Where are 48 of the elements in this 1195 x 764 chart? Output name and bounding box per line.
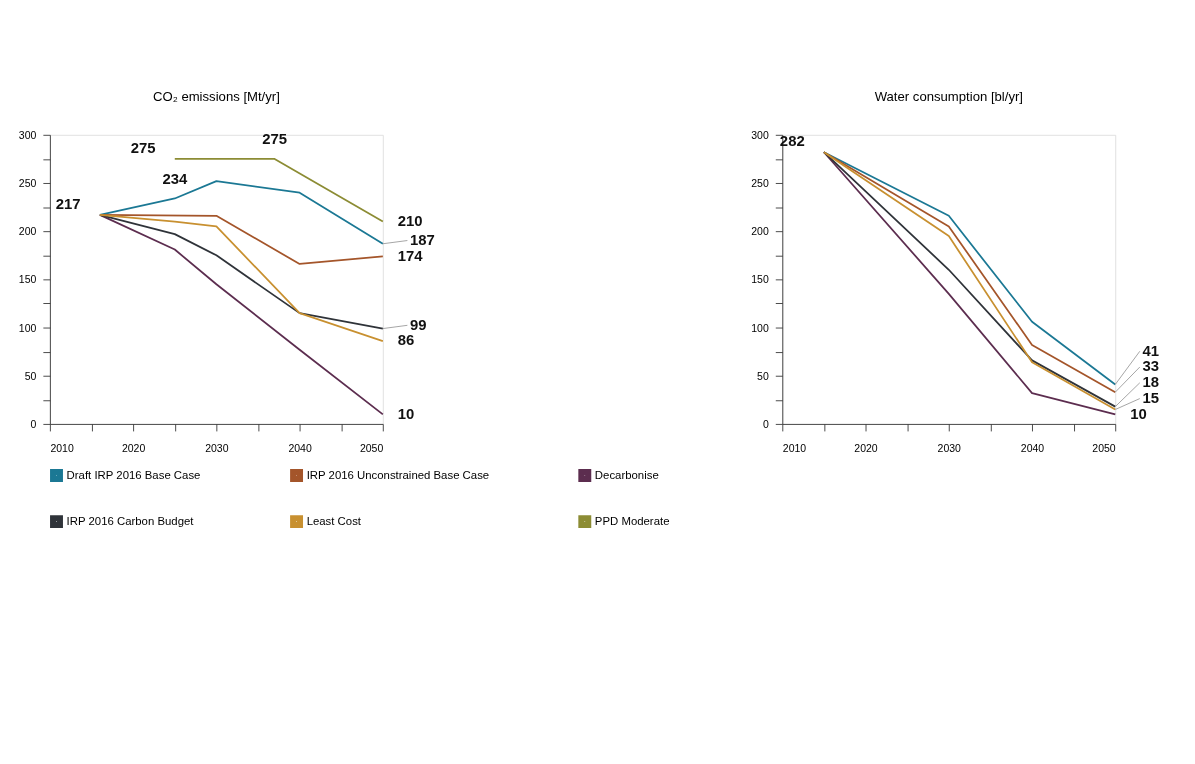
- data-label: 187: [410, 231, 435, 248]
- data-label: 275: [262, 131, 288, 148]
- legend-label: Draft IRP 2016 Base Case: [66, 469, 201, 481]
- y-tick-label: 0: [762, 417, 769, 430]
- y-tick-label: 250: [18, 176, 37, 189]
- legend-label: Decarbonise: [594, 469, 659, 481]
- y-tick-label: 50: [757, 369, 769, 382]
- legend-label: Least Cost: [306, 515, 362, 528]
- data-label: 15: [1142, 389, 1159, 406]
- data-label: 217: [55, 195, 81, 212]
- x-tick-label: 2040: [1020, 441, 1045, 454]
- x-tick-label: 2050: [1092, 441, 1116, 454]
- x-tick-label: 2020: [121, 441, 146, 454]
- x-tick-label: 2010: [782, 441, 807, 454]
- x-tick-label: 2030: [937, 441, 962, 454]
- y-tick-label: 100: [18, 321, 37, 334]
- x-tick-label: 2040: [288, 441, 312, 454]
- data-label: 99: [410, 316, 427, 333]
- y-tick-label: 300: [751, 128, 769, 141]
- data-label: 234: [162, 170, 188, 187]
- chart-title: Water consumption [bl/yr]: [874, 88, 1023, 104]
- legend-label: IRP 2016 Carbon Budget: [66, 515, 195, 528]
- y-tick-label: 100: [751, 321, 769, 334]
- data-label: 174: [397, 247, 424, 264]
- y-tick-label: 0: [30, 417, 37, 430]
- x-tick-label: 2030: [205, 441, 229, 454]
- data-label: 210: [397, 212, 423, 229]
- data-label: 86: [397, 332, 415, 349]
- y-tick-label: 50: [24, 369, 37, 382]
- x-tick-label: 2020: [854, 441, 878, 454]
- data-label: 18: [1142, 374, 1159, 391]
- line-series: [99, 213, 384, 416]
- x-tick-label: 2010: [50, 441, 74, 454]
- y-tick-label: 200: [18, 225, 37, 238]
- y-tick-label: 250: [751, 176, 769, 189]
- y-tick-label: 300: [18, 128, 37, 141]
- y-tick-label: 150: [751, 273, 769, 286]
- y-tick-label: 200: [751, 225, 769, 238]
- legend-label: PPD Moderate: [594, 515, 670, 528]
- data-label: 10: [397, 405, 415, 422]
- data-label: 33: [1142, 358, 1159, 375]
- data-label: 275: [130, 139, 156, 156]
- y-tick-label: 150: [18, 273, 37, 286]
- legend-label: IRP 2016 Unconstrained Base Case: [306, 469, 490, 481]
- x-tick-label: 2050: [359, 441, 384, 454]
- chart-title: CO₂ emissions [Mt/yr]: [152, 88, 280, 104]
- data-label: 41: [1142, 342, 1159, 359]
- data-label: 10: [1130, 405, 1147, 422]
